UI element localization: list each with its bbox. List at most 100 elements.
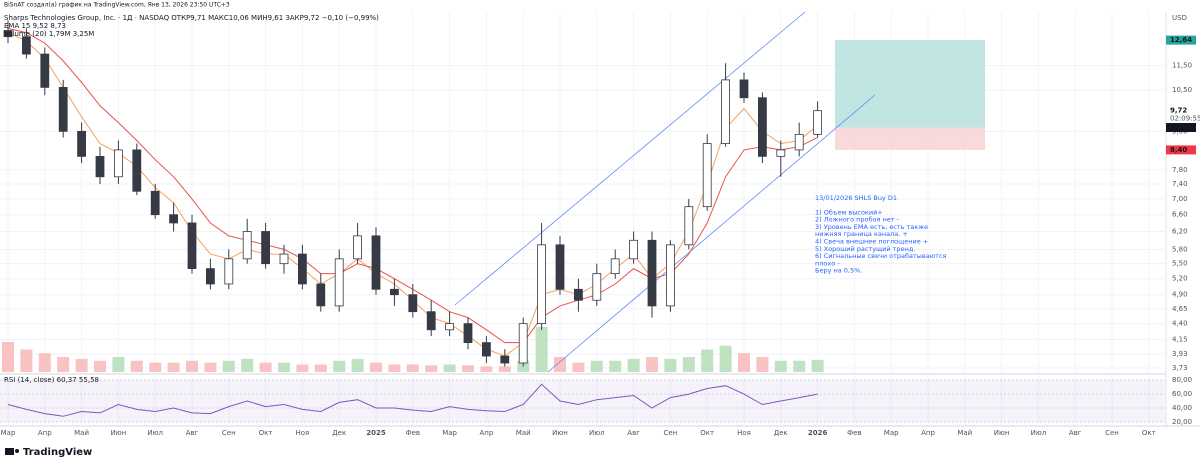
note-line: 1) Объем высокий+ (815, 208, 883, 216)
rsi-band (0, 380, 1165, 422)
x-tick-label: Июл (147, 429, 163, 437)
x-tick-label: Апр (479, 429, 493, 437)
volume-bar (590, 360, 603, 372)
volume-bar (793, 360, 806, 372)
candle-body (518, 323, 528, 364)
candle-body (702, 143, 712, 208)
x-tick-label: Июл (1031, 429, 1047, 437)
candle-body (794, 133, 804, 151)
note-line: нижняя граница канала. + (815, 230, 908, 238)
volume-bar (756, 357, 769, 372)
volume-bar (388, 364, 401, 372)
note-line: 13/01/2026 SHLS Buy D1 (815, 194, 897, 202)
volume-bar (738, 353, 750, 372)
candle-body (610, 258, 620, 275)
volume-bar (296, 364, 309, 372)
candle-body (114, 149, 123, 178)
volume-bar (222, 360, 235, 372)
volume-bar (498, 366, 511, 372)
x-tick-label: Май (74, 429, 89, 437)
candle-body (3, 30, 13, 38)
y-tick-label: 7,00 (1172, 195, 1188, 203)
channel-lower (547, 94, 876, 373)
y-tick-label: 3,93 (1172, 350, 1188, 358)
y-tick-label: 11,50 (1172, 62, 1192, 70)
x-tick-label: Июл (589, 429, 605, 437)
volume-bar (314, 364, 327, 372)
x-tick-label: Окт (259, 429, 273, 437)
price-label-box (1166, 35, 1196, 45)
rsi-tick-label: 40,00 (1172, 404, 1192, 412)
labels: Sharps Technologies Group, Inc. · 1Д · N… (1, 14, 1200, 437)
x-tick-label: Дек (774, 429, 788, 437)
volume-bar (609, 360, 622, 372)
countdown: 02:09:55 (1170, 115, 1200, 123)
volume-bar (333, 360, 346, 372)
legend-line: EMA 15 9,52 8,73 (4, 22, 66, 30)
note-line: 6) Сигнальные свечи отрабатываются (815, 252, 947, 260)
rsi-tick-label: 80,00 (1172, 376, 1192, 384)
volume-bar (351, 358, 364, 372)
volume-bar (259, 362, 272, 372)
volume (2, 327, 824, 372)
candle-body (261, 231, 271, 265)
x-tick-label: Фев (847, 429, 861, 437)
rsi-label: RSI (14, close) 60,37 55,58 (4, 376, 99, 384)
x-tick-label: Апр (921, 429, 935, 437)
legend-line: Volume (20) 1,79M 3,25M (4, 30, 94, 38)
candle-body (684, 206, 694, 246)
x-tick-label: Мар (1, 429, 16, 437)
note-line: плохо - (815, 259, 840, 267)
x-tick-label: Июн (111, 429, 127, 437)
footer-logo: TradingView (5, 447, 92, 458)
candle-body (316, 283, 326, 307)
x-tick-label: Фев (406, 429, 420, 437)
x-tick-label: Сен (1105, 429, 1119, 437)
position-loss (835, 127, 985, 150)
candle-body (77, 130, 86, 157)
x-tick-label: Авг (1069, 429, 1082, 437)
candle-body (242, 231, 252, 260)
x-tick-label: Май (957, 429, 972, 437)
volume-bar (2, 342, 14, 372)
price-label: 8,40 (1170, 146, 1187, 154)
candle-body (187, 222, 197, 270)
rsi-tick-label: 20,00 (1172, 418, 1192, 426)
volume-bar (535, 327, 548, 372)
candle-body (426, 311, 436, 331)
volume-bar (462, 365, 474, 372)
y-tick-label: 4,15 (1172, 335, 1188, 343)
volume-bar (406, 364, 419, 372)
x-tick-label: Окт (700, 429, 714, 437)
volume-bar (443, 364, 456, 372)
volume-bar (20, 349, 33, 372)
y-tick-label: 6,60 (1172, 211, 1188, 219)
candle-body (205, 268, 215, 285)
x-tick-label: Сен (222, 429, 236, 437)
channel-upper (454, 11, 806, 306)
x-tick-label: Ноя (296, 429, 310, 437)
footer: TradingView (23, 447, 92, 458)
volume-bar (204, 362, 217, 372)
volume-bar (130, 360, 143, 372)
candle-body (408, 294, 418, 313)
volume-bar (480, 366, 493, 372)
volume-bar (186, 360, 198, 372)
currency: USD (1172, 14, 1187, 22)
candle-body (629, 239, 638, 260)
header: BiSnAT создал(а) график на TradingView.c… (4, 2, 230, 9)
candle-body (132, 149, 142, 192)
volume-bar (572, 362, 585, 372)
candle-body (666, 244, 675, 307)
candle-body (279, 253, 289, 265)
candle-body (150, 190, 160, 216)
candle-body (592, 273, 602, 301)
candle-body (334, 258, 344, 307)
volume-bar (811, 359, 824, 372)
volume-bar (57, 357, 70, 372)
candle-body (739, 79, 749, 99)
candle-body (647, 239, 657, 307)
candle-body (224, 258, 234, 285)
x-tick-label: Мар (884, 429, 899, 437)
